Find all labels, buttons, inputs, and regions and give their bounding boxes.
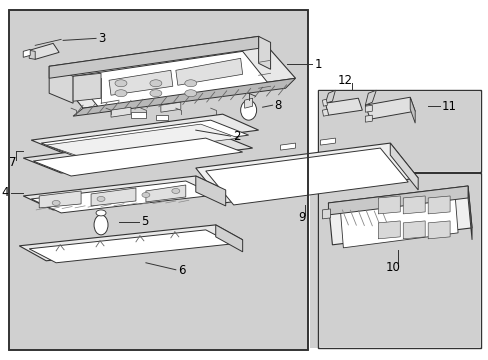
Polygon shape (23, 49, 30, 57)
Polygon shape (378, 221, 399, 239)
Polygon shape (73, 51, 270, 110)
Polygon shape (19, 225, 242, 261)
Polygon shape (403, 196, 424, 214)
Polygon shape (325, 98, 362, 115)
Polygon shape (322, 209, 330, 219)
Ellipse shape (94, 215, 108, 235)
Polygon shape (409, 97, 414, 123)
Polygon shape (427, 221, 449, 239)
Bar (9, 10, 308, 350)
Bar (319, 91, 479, 171)
Bar (156, 115, 167, 120)
Polygon shape (365, 97, 414, 119)
Bar (310, 186, 480, 347)
Bar (9, 10, 308, 350)
Polygon shape (73, 73, 101, 101)
Polygon shape (322, 99, 327, 106)
Polygon shape (280, 143, 295, 150)
Text: 2: 2 (232, 130, 240, 143)
Ellipse shape (240, 100, 256, 120)
Polygon shape (145, 185, 185, 202)
Polygon shape (378, 196, 399, 214)
Bar (9, 10, 308, 350)
Polygon shape (41, 120, 248, 158)
Polygon shape (205, 148, 407, 205)
Ellipse shape (52, 201, 60, 206)
Text: 11: 11 (441, 100, 456, 113)
Polygon shape (161, 102, 181, 112)
Bar (319, 174, 479, 347)
Ellipse shape (115, 80, 127, 87)
Polygon shape (49, 66, 73, 103)
Polygon shape (365, 115, 371, 122)
Text: 12: 12 (337, 74, 352, 87)
Polygon shape (111, 107, 131, 117)
Bar (318, 90, 480, 172)
Polygon shape (29, 50, 35, 59)
Text: 3: 3 (98, 32, 105, 45)
Polygon shape (244, 98, 252, 108)
Polygon shape (320, 138, 335, 145)
Text: 1: 1 (314, 58, 321, 71)
Ellipse shape (184, 90, 196, 97)
Polygon shape (328, 186, 467, 215)
Polygon shape (31, 114, 258, 155)
Ellipse shape (171, 189, 180, 193)
Text: 8: 8 (274, 99, 282, 112)
Polygon shape (29, 230, 232, 263)
Polygon shape (389, 143, 417, 190)
Bar (131, 112, 145, 118)
Bar (318, 173, 480, 347)
Polygon shape (365, 105, 371, 112)
Polygon shape (403, 221, 424, 239)
Polygon shape (258, 36, 270, 69)
Polygon shape (49, 36, 258, 78)
Polygon shape (33, 138, 242, 176)
Polygon shape (46, 124, 238, 158)
Polygon shape (109, 70, 172, 95)
Text: 9: 9 (298, 211, 305, 224)
Ellipse shape (96, 210, 106, 216)
Polygon shape (31, 181, 215, 213)
Polygon shape (39, 191, 81, 208)
Polygon shape (328, 186, 471, 245)
Ellipse shape (150, 80, 162, 87)
Text: 10: 10 (385, 261, 400, 274)
Text: 6: 6 (178, 264, 185, 277)
Polygon shape (29, 43, 59, 59)
Ellipse shape (150, 90, 162, 97)
Polygon shape (49, 36, 295, 108)
Polygon shape (467, 186, 471, 240)
Polygon shape (322, 109, 328, 116)
Polygon shape (195, 176, 225, 206)
Polygon shape (365, 90, 376, 105)
Polygon shape (340, 195, 457, 248)
Polygon shape (73, 78, 295, 116)
Ellipse shape (115, 90, 127, 97)
Ellipse shape (184, 80, 196, 87)
Polygon shape (23, 176, 225, 210)
Ellipse shape (142, 193, 150, 197)
Text: 7: 7 (9, 156, 17, 168)
Polygon shape (427, 196, 449, 214)
Polygon shape (176, 58, 242, 85)
Polygon shape (91, 188, 136, 206)
Text: 5: 5 (141, 215, 148, 228)
Polygon shape (195, 143, 417, 203)
Text: 4: 4 (2, 186, 9, 199)
Polygon shape (215, 225, 242, 252)
Polygon shape (325, 90, 335, 103)
Polygon shape (23, 133, 252, 173)
Ellipse shape (97, 197, 105, 202)
